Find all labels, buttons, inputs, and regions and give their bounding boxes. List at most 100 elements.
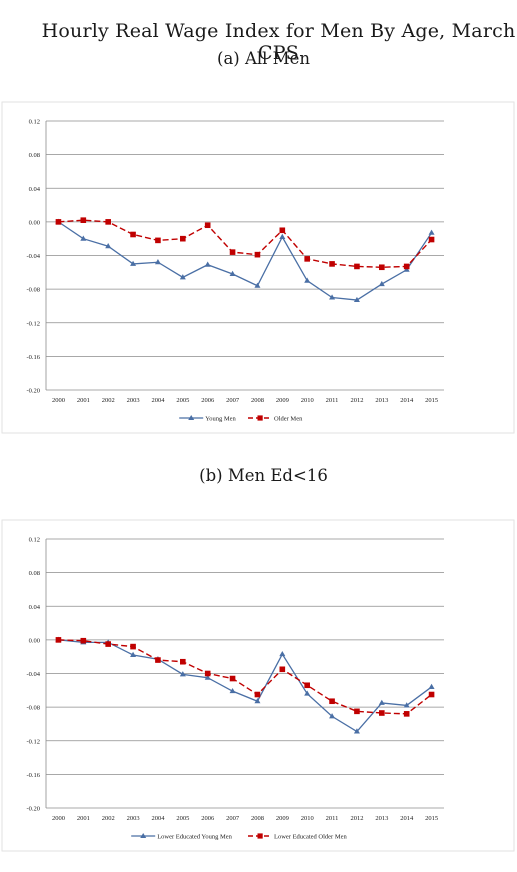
chart-b-series-1-point: [130, 651, 137, 658]
chart-a-y-tick-label: 0.08: [29, 152, 40, 159]
chart-a-x-tick-label: 2007: [226, 397, 240, 404]
chart-a-x-tick-label: 2002: [102, 397, 115, 404]
chart-a-series-1-point: [329, 294, 336, 300]
chart-a-x-tick-label: 2015: [425, 397, 438, 404]
chart-b-series-1-point: [353, 728, 360, 734]
chart-a-series-2-point: [155, 237, 161, 244]
chart-b-series-1-point: [254, 698, 261, 704]
chart-b-x-tick-label: 2000: [52, 815, 65, 822]
chart-b-x-tick-label: 2013: [375, 815, 388, 822]
chart-a-x-tick-label: 2011: [326, 397, 339, 404]
chart-a-series-1-point: [229, 270, 236, 276]
chart-b-frame: 0.12 0.08 0.04 0.00 -0.04 -0.08 -0.12 -0.16 -0.2…: [0, 518, 517, 857]
chart-a-series-1-line: [58, 221, 433, 301]
chart-b-series-2-point: [130, 643, 136, 650]
chart-b-series-1-line: [58, 639, 432, 733]
chart-b-x-tick-label: 2003: [127, 815, 140, 822]
chart-a-x-tick-label: 2012: [350, 397, 363, 404]
chart-b-legend-label-1: Lower Educated Young Men: [157, 834, 232, 841]
chart-b-x-tick-label: 2011: [326, 815, 339, 822]
chart-b: 0.12 0.08 0.04 0.00 -0.04 -0.08 -0.12 -0.16 -0.2…: [1, 519, 515, 852]
chart-b-series-1-point: [204, 674, 211, 680]
chart-a-series-1-point: [130, 260, 137, 266]
chart-a-x-tick-label: 2000: [52, 397, 65, 404]
chart-a-series-1-point: [154, 259, 161, 265]
chart-b-series-2-line: [58, 639, 432, 715]
chart-a-series-2-point: [204, 222, 211, 229]
chart-b-x-tick-label: 2012: [350, 815, 363, 822]
chart-a-y-tick-label: -0.04: [26, 253, 40, 260]
chart-a-x-tick-label: 2004: [151, 397, 165, 404]
chart-a-series-1-point: [179, 274, 186, 280]
chart-b-series-2-point: [279, 666, 286, 673]
chart-b-y-tick-label: -0.16: [26, 772, 40, 779]
chart-a-x-tick-label: 2006: [201, 397, 215, 404]
chart-b-y-tick-label: 0.12: [29, 537, 40, 544]
chart-a-series-2-point: [229, 249, 236, 255]
chart-b-x-tick-label: 2004: [151, 815, 165, 822]
chart-a-x-tick-label: 2008: [251, 397, 264, 404]
chart-b-series-2-point: [229, 675, 236, 682]
main-title: Hourly Real Wage Index for Men By Age, M…: [41, 20, 516, 64]
chart-b-series-2-point: [354, 708, 360, 715]
chart-a-series-2-point: [55, 219, 62, 225]
chart-a-legend-marker-1: [188, 415, 195, 420]
chart-b-series-2-point: [403, 711, 410, 717]
chart-a-legend-marker-2: [257, 415, 263, 421]
chart-b-x-tick-label: 2008: [251, 815, 264, 822]
chart-a-y-tick-label: -0.20: [26, 388, 40, 395]
chart-b-x-tick-label: 2010: [301, 815, 314, 822]
chart-a-series-1-point: [428, 229, 435, 235]
chart-b-legend-label-2: Lower Educated Older Men: [274, 834, 347, 841]
chart-b-series-2-point: [180, 658, 186, 665]
chart-a-frame: 0.12 0.08 0.04 0.00 -0.04 -0.08 -0.12 -0.16 -0.2…: [0, 100, 517, 439]
chart-a-series-2-point: [105, 219, 111, 225]
chart-a-series-1-point: [105, 243, 112, 249]
chart-b-x-tick-label: 2015: [425, 815, 438, 822]
chart-a-series-2-point: [379, 264, 385, 271]
chart-a-series-2-point: [254, 251, 261, 258]
chart-b-x-tick-label: 2001: [77, 815, 90, 822]
chart-b-series-2-point: [379, 710, 385, 716]
chart-b-x-tick-label: 2007: [226, 815, 240, 822]
chart-a-series-2-line: [58, 219, 433, 268]
chart-b-x-tick-label: 2014: [400, 815, 414, 822]
chart-b-series-1-point: [329, 713, 336, 719]
chart-a-legend-label-2: Older Men: [274, 416, 303, 423]
chart-a-x-tick-label: 2001: [77, 397, 90, 404]
chart-a-x-tick-label: 2009: [276, 397, 289, 404]
chart-a-series-2-point: [180, 235, 186, 242]
chart-a-series-2-point: [428, 236, 435, 243]
chart-b-series-2-point: [105, 641, 111, 647]
chart-b-y-tick-label: -0.04: [26, 671, 40, 678]
chart-b-series-2-point: [304, 682, 310, 689]
chart-a-y-tick-label: 0.04: [29, 186, 41, 193]
chart-b-legend-marker-1: [140, 833, 147, 838]
chart-a-y-tick-label: -0.16: [26, 354, 40, 361]
chart-a-series-1-point: [378, 280, 385, 287]
chart-b-series-1-point: [378, 699, 385, 705]
chart-a-x-tick-label: 2013: [375, 397, 388, 404]
chart-b-legend-marker-2: [257, 833, 263, 839]
chart-b-y-tick-label: 0.00: [29, 637, 40, 644]
chart-a-series-2-point: [403, 263, 410, 270]
chart-a-y-tick-label: -0.08: [26, 287, 40, 294]
chart-b-y-tick-label: 0.04: [29, 604, 41, 611]
chart-a-series-2-point: [354, 263, 360, 270]
chart-a-series-1-point: [304, 277, 311, 283]
chart-a-y-tick-label: 0.00: [29, 219, 40, 226]
chart-b-y-tick-label: -0.12: [26, 738, 40, 745]
chart-a-x-tick-label: 2010: [301, 397, 314, 404]
chart-b-series-1-point: [403, 702, 410, 708]
chart-b-series-1-point: [304, 690, 311, 696]
chart-b-series-1-point: [179, 671, 186, 677]
chart-b-series-1-point: [229, 687, 236, 694]
chart-a-series-2-point: [304, 256, 310, 262]
chart-a-series-1-point: [353, 296, 360, 303]
chart-a-series-2-point: [130, 231, 136, 238]
chart-a-chart-border: [1, 101, 515, 434]
chart-a-series-2-point: [279, 227, 286, 234]
chart-b-y-tick-label: -0.20: [26, 806, 40, 813]
panel-a-title: (a) All Men: [217, 49, 310, 68]
chart-b-y-tick-label: 0.08: [29, 570, 40, 577]
